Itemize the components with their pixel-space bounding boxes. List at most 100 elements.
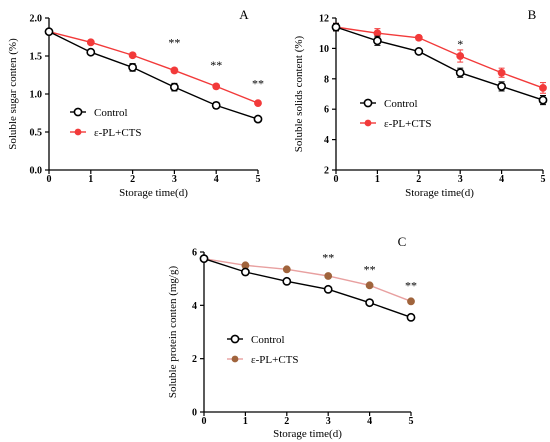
x-tick-label: 5 <box>409 416 414 427</box>
x-tick-label: 0 <box>334 174 339 185</box>
y-tick-label: 0.0 <box>30 166 43 177</box>
series-line <box>203 258 412 318</box>
x-tick-label: 2 <box>284 416 289 427</box>
series-line <box>48 31 259 104</box>
y-tick-label: 0 <box>192 408 197 419</box>
x-tick-label: 4 <box>214 174 219 185</box>
x-tick-label: 3 <box>458 174 463 185</box>
y-axis-label: Soluble solids content (%) <box>293 35 305 152</box>
chart-panel-a: 0 1 2 3 4 5 0.0 0.5 1.0 1.5 2.0 Storage time(d) Solu… <box>7 7 264 199</box>
data-point <box>331 22 341 32</box>
legend-marker <box>364 119 372 127</box>
data-point <box>169 82 179 92</box>
x-tick-label: 4 <box>499 174 504 185</box>
data-point <box>128 63 137 72</box>
data-point <box>253 114 263 124</box>
y-tick-label: 4 <box>324 135 329 146</box>
x-tick-label: 3 <box>326 416 331 427</box>
data-point <box>365 281 374 290</box>
series-treatment <box>332 22 547 94</box>
series-treatment <box>45 27 262 108</box>
data-point <box>365 298 374 308</box>
data-point <box>254 99 262 108</box>
data-point <box>407 297 415 306</box>
data-point <box>86 38 95 47</box>
y-tick-label: 2.0 <box>30 14 43 25</box>
data-point <box>456 52 465 60</box>
x-axis-label: Storage time(d) <box>405 187 474 199</box>
series-line <box>48 31 259 120</box>
series-line <box>335 26 544 101</box>
y-tick-label: 6 <box>192 248 197 259</box>
y-tick-label: 1.5 <box>30 52 43 63</box>
legend-entry: Control <box>360 98 418 110</box>
data-point <box>282 265 291 274</box>
x-tick-label: 1 <box>243 416 248 427</box>
x-tick-label: 3 <box>172 174 177 185</box>
data-point <box>497 68 506 77</box>
y-axis-label: Soluble protein conten (mg/g) <box>167 266 179 399</box>
y-tick-label: 4 <box>192 301 197 312</box>
data-point <box>538 95 548 105</box>
legend-marker <box>231 355 239 363</box>
data-point <box>44 27 54 37</box>
legend-entry: Control <box>227 334 285 346</box>
x-tick-label: 5 <box>256 174 261 185</box>
significance-marker: * <box>457 37 463 51</box>
legend-label: Control <box>384 98 418 110</box>
series-line <box>335 26 544 89</box>
x-axis-label: Storage time(d) <box>119 187 188 199</box>
data-point <box>240 267 250 277</box>
significance-marker: ** <box>168 35 180 49</box>
x-tick-label: 0 <box>47 174 52 185</box>
data-point <box>323 284 333 294</box>
data-point <box>414 33 423 42</box>
x-tick-label: 1 <box>375 174 380 185</box>
data-point <box>211 101 221 110</box>
legend-label: Control <box>94 107 128 119</box>
x-tick-label: 1 <box>88 174 93 185</box>
y-tick-label: 6 <box>324 105 329 116</box>
data-point <box>212 82 221 91</box>
data-point <box>170 66 179 75</box>
series-control <box>44 27 263 124</box>
significance-marker: ** <box>405 278 417 292</box>
panel-label: A <box>239 7 249 22</box>
series-control <box>199 254 416 322</box>
data-point <box>282 276 292 286</box>
x-tick-label: 4 <box>367 416 372 427</box>
data-point <box>406 312 416 322</box>
legend-marker <box>73 107 83 117</box>
x-axis-label: Storage time(d) <box>273 428 342 440</box>
data-point <box>86 47 96 57</box>
data-point <box>372 36 382 46</box>
y-tick-label: 8 <box>324 74 329 85</box>
data-point <box>414 47 424 56</box>
data-point <box>497 82 506 91</box>
y-tick-label: 2 <box>192 354 197 365</box>
legend-label: Control <box>251 334 285 346</box>
legend-label: ε-PL+CTS <box>251 354 299 366</box>
significance-marker: ** <box>364 262 376 276</box>
y-tick-label: 2 <box>324 166 329 177</box>
y-tick-label: 10 <box>319 44 329 55</box>
significance-marker: ** <box>322 250 334 264</box>
x-tick-label: 5 <box>541 174 546 185</box>
data-point <box>455 68 465 78</box>
legend-marker <box>363 98 373 108</box>
series-line <box>203 257 412 302</box>
legend-marker <box>230 334 240 344</box>
y-tick-label: 12 <box>319 14 329 25</box>
legend-entry: ε-PL+CTS <box>360 118 432 130</box>
legend-marker <box>74 128 82 136</box>
data-point <box>373 29 382 38</box>
y-tick-label: 0.5 <box>30 128 43 139</box>
data-point <box>199 254 209 264</box>
legend-entry: ε-PL+CTS <box>70 127 142 139</box>
panel-label: B <box>528 7 537 22</box>
data-point <box>539 84 547 92</box>
y-tick-label: 1.0 <box>30 90 43 101</box>
data-point <box>128 51 137 60</box>
